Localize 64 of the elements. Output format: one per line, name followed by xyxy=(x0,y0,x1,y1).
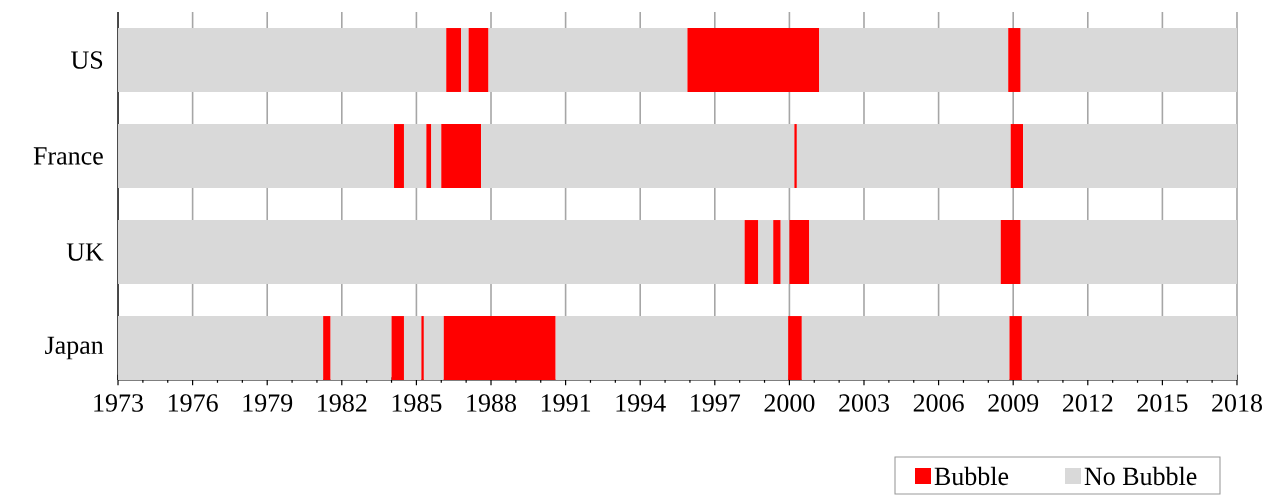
bar xyxy=(118,220,745,284)
bar xyxy=(421,316,424,380)
bar xyxy=(796,124,1011,188)
bar xyxy=(118,316,324,380)
bar xyxy=(391,316,404,380)
bar xyxy=(1021,316,1237,380)
y-tick-label: Japan xyxy=(45,336,104,360)
x-tick-label: 2000 xyxy=(764,394,815,412)
bar xyxy=(394,124,404,188)
bar xyxy=(118,28,447,92)
x-tick-label: 1991 xyxy=(541,394,591,412)
bar xyxy=(758,220,774,284)
x-tick-label: 1985 xyxy=(392,394,442,412)
bar xyxy=(809,220,1001,284)
bar xyxy=(1000,220,1021,284)
bar xyxy=(794,124,797,188)
bar xyxy=(323,316,331,380)
x-tick-label: 1979 xyxy=(243,394,293,412)
y-tick-label: France xyxy=(33,147,103,165)
bar xyxy=(1023,124,1237,188)
x-tick-label: 2012 xyxy=(1062,394,1113,412)
bar xyxy=(687,28,820,92)
bar xyxy=(118,124,395,188)
bar xyxy=(461,28,469,92)
x-tick-label: 1982 xyxy=(318,394,367,412)
x-tick-label: 2009 xyxy=(988,394,1039,412)
y-tick-label: US xyxy=(71,51,103,69)
bar xyxy=(443,316,556,380)
legend-label: Bubble xyxy=(934,466,1009,486)
bar xyxy=(1009,316,1022,380)
bar xyxy=(1020,28,1237,92)
x-tick-label: 1997 xyxy=(691,394,741,412)
bar xyxy=(446,28,462,92)
bar xyxy=(801,316,1010,380)
bar xyxy=(431,124,442,188)
bar xyxy=(488,28,688,92)
bar xyxy=(423,316,444,380)
legend-label: No Bubble xyxy=(1084,466,1197,486)
bar xyxy=(788,316,802,380)
bar xyxy=(1020,220,1237,284)
bar xyxy=(1010,124,1024,188)
bar xyxy=(426,124,432,188)
bar xyxy=(744,220,759,284)
bar xyxy=(773,220,781,284)
x-tick-label: 2003 xyxy=(839,394,889,412)
bar xyxy=(819,28,1009,92)
x-tick-label: 1994 xyxy=(616,394,666,412)
x-tick-label: 2015 xyxy=(1137,394,1188,412)
bar xyxy=(555,316,789,380)
x-tick-label: 2006 xyxy=(913,394,964,412)
x-tick-label: 1976 xyxy=(168,394,218,412)
bar xyxy=(403,316,422,380)
y-tick-label: UK xyxy=(66,243,104,261)
bar xyxy=(1008,28,1021,92)
bar xyxy=(403,124,427,188)
x-tick-label: 2018 xyxy=(1212,394,1262,412)
bar xyxy=(481,124,795,188)
bar xyxy=(789,220,810,284)
bar xyxy=(780,220,790,284)
bar xyxy=(330,316,392,380)
x-tick-label: 1988 xyxy=(467,394,517,412)
x-tick-label: 1973 xyxy=(94,394,143,412)
bar xyxy=(441,124,482,188)
bar xyxy=(468,28,489,92)
